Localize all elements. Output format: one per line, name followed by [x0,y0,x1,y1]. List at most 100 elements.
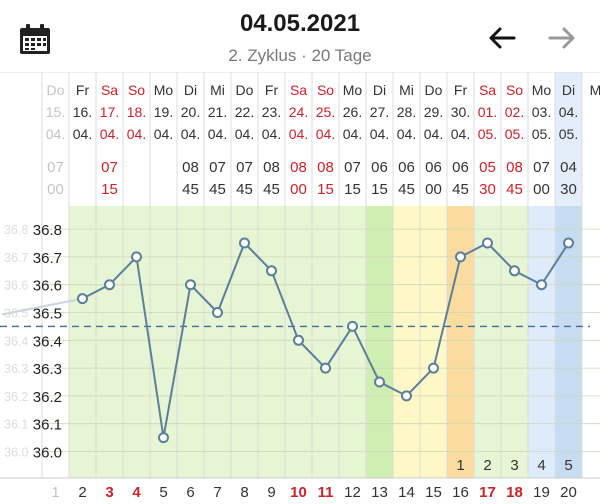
y-tick-label: 36.5 [33,306,62,323]
cycle-day-number: 10 [290,484,307,501]
calendar-icon[interactable] [18,22,52,56]
time-minute-label: 30 [479,181,496,198]
time-minute-label: 15 [344,181,361,198]
date-month-label: 04. [127,126,146,142]
cycle-day-number: 13 [371,484,388,501]
date-day-label: 01. [478,104,497,120]
arrow-right-icon[interactable] [544,20,580,56]
time-hour-label: 05 [479,159,496,176]
time-minute-label: 45 [236,181,253,198]
fertile-peak-band [366,206,393,478]
cycle-day-number: 12 [344,484,361,501]
time-minute-label: 00 [533,181,550,198]
date-day-label: 19. [154,104,173,120]
temperature-point [509,265,520,277]
date-day-label: 26. [343,104,362,120]
cycle-day-number: 5 [159,484,167,501]
weekday-label: Do [236,82,254,98]
temperature-point [374,376,385,388]
weekday-label: Do [425,82,443,98]
y-tick-label: 36.1 [33,417,62,434]
post-ovulation-count: 5 [564,457,572,474]
weekday-label: Mo [532,82,552,98]
y-tick-ghost-label: 36.4 [4,334,28,348]
temperature-point [104,279,115,291]
temperature-point [293,334,304,346]
time-minute-label: 45 [209,181,226,198]
y-tick-ghost-label: 36.7 [4,251,28,265]
date-month-label: 04. [262,126,281,142]
day-header-band [0,72,600,206]
arrow-left-icon[interactable] [484,20,520,56]
date-month-label: 04. [451,126,470,142]
weekday-label: Mi [210,82,225,98]
time-minute-label: 00 [425,181,442,198]
temperature-point [185,279,196,291]
weekday-label: Sa [101,82,118,98]
date-month-label: 04. [208,126,227,142]
infertile-band [528,206,555,478]
y-tick-label: 36.6 [33,278,62,295]
date-month-label: 04. [343,126,362,142]
date-day-label: 30. [451,104,470,120]
date-day-label: 25. [316,104,335,120]
y-tick-ghost-label: 36.3 [4,362,28,376]
cycle-day-number: 7 [213,484,221,501]
date-month-label: 04. [100,126,119,142]
date-month-label: 04. [73,126,92,142]
today-column-header [555,72,582,206]
y-tick-label: 36.3 [33,361,62,378]
y-tick-label: 36.0 [33,445,62,462]
time-minute-label: 45 [182,181,199,198]
date-month-label: 05. [532,126,551,142]
date-month-label: 04. [424,126,443,142]
time-hour-label: 07 [101,159,118,176]
date-day-label: 23. [262,104,281,120]
weekday-label: Fr [454,82,468,98]
date-day-label: 20. [181,104,200,120]
date-day-label: 04. [559,104,578,120]
weekday-label: M [590,82,600,98]
time-minute-label: 00 [47,181,64,198]
date-month-label: 04. [235,126,254,142]
temperature-chart[interactable]: 36.0 36.0 36.1 36.1 36.2 36.2 36.3 36.3 36.4 36.4… [0,72,600,504]
date-month-label: 04. [316,126,335,142]
time-hour-label: 08 [182,159,199,176]
temperature-point [428,362,439,374]
cycle-day-number: 15 [425,484,442,501]
cycle-day-number: 14 [398,484,415,501]
weekday-label: Mo [343,82,363,98]
time-hour-label: 07 [236,159,253,176]
temperature-point [455,251,466,263]
cycle-day-number: 18 [506,484,523,501]
time-hour-label: 06 [452,159,469,176]
cycle-day-number: 17 [479,484,496,501]
y-tick-label: 36.2 [33,389,62,406]
post-ovulation-count: 3 [510,457,518,474]
weekday-label: Sa [290,82,307,98]
cycle-day-number: 11 [318,484,334,501]
temperature-point [239,237,250,249]
temperature-point [212,307,223,318]
date-day-label: 29. [424,104,443,120]
time-minute-label: 30 [560,181,577,198]
time-hour-label: 07 [47,159,64,176]
y-tick-ghost-label: 36.0 [4,446,28,460]
weekday-label: Mo [154,82,174,98]
time-minute-label: 15 [101,181,118,198]
date-month-label: 04. [181,126,200,142]
date-day-label: 17. [100,104,119,120]
cycle-subtitle: 2. Zyklus · 20 Tage [228,46,372,65]
weekday-label: Do [47,82,65,98]
time-hour-label: 06 [371,159,388,176]
temperature-point [536,279,547,291]
page-title: 04.05.2021 [239,10,361,37]
time-hour-label: 04 [560,159,577,176]
date-day-label: 21. [208,104,227,120]
time-hour-label: 06 [398,159,415,176]
cycle-day-number: 16 [452,484,469,501]
time-minute-label: 15 [317,181,334,198]
weekday-label: Di [184,82,197,98]
y-tick-label: 36.8 [33,222,62,239]
cycle-day-number: 2 [78,484,86,501]
